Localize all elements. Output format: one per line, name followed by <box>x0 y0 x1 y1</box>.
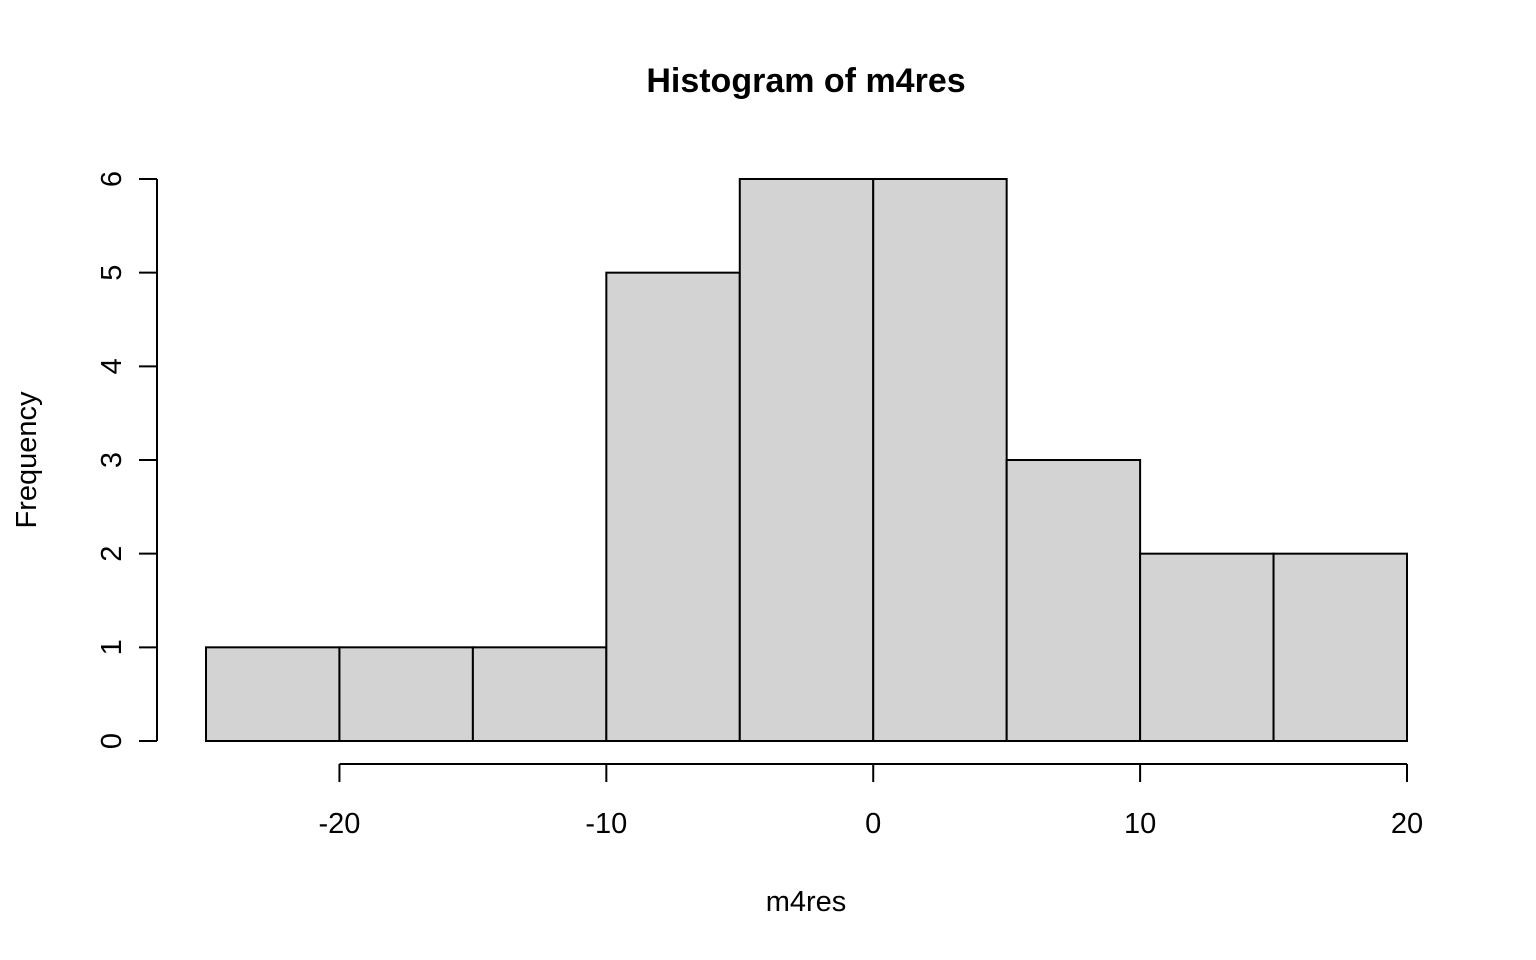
histogram-bar-5 <box>872 178 1008 742</box>
y-axis: 0 1 2 3 4 5 6 <box>96 171 158 749</box>
x-tick-label-0: -20 <box>318 808 360 840</box>
y-tick-label-4: 4 <box>96 358 128 374</box>
histogram-bar-8 <box>1272 552 1408 743</box>
y-axis-label: Frequency <box>11 391 43 529</box>
y-tick-label-0: 0 <box>96 733 128 749</box>
x-axis-label: m4res <box>766 886 847 918</box>
histogram-bar-0 <box>205 646 341 742</box>
y-tick-label-2: 2 <box>96 546 128 562</box>
histogram-bar-2 <box>471 646 608 742</box>
x-axis: -20 -10 0 10 20 <box>318 763 1423 840</box>
histogram-bar-6 <box>1005 459 1142 742</box>
x-tick-label-1: -10 <box>585 808 627 840</box>
histogram-bar-1 <box>338 646 474 742</box>
histogram-bar-3 <box>605 271 741 742</box>
bars-group <box>205 178 1408 743</box>
x-tick-label-4: 20 <box>1391 808 1423 840</box>
y-tick-label-1: 1 <box>96 639 128 655</box>
chart-title: Histogram of m4res <box>646 62 965 100</box>
y-tick-label-6: 6 <box>96 171 128 187</box>
y-tick-label-5: 5 <box>96 265 128 281</box>
x-tick-label-2: 0 <box>865 808 881 840</box>
histogram-bar-7 <box>1139 552 1275 743</box>
y-tick-label-3: 3 <box>96 452 128 468</box>
x-tick-label-3: 10 <box>1124 808 1156 840</box>
histogram-bar-4 <box>738 178 875 742</box>
